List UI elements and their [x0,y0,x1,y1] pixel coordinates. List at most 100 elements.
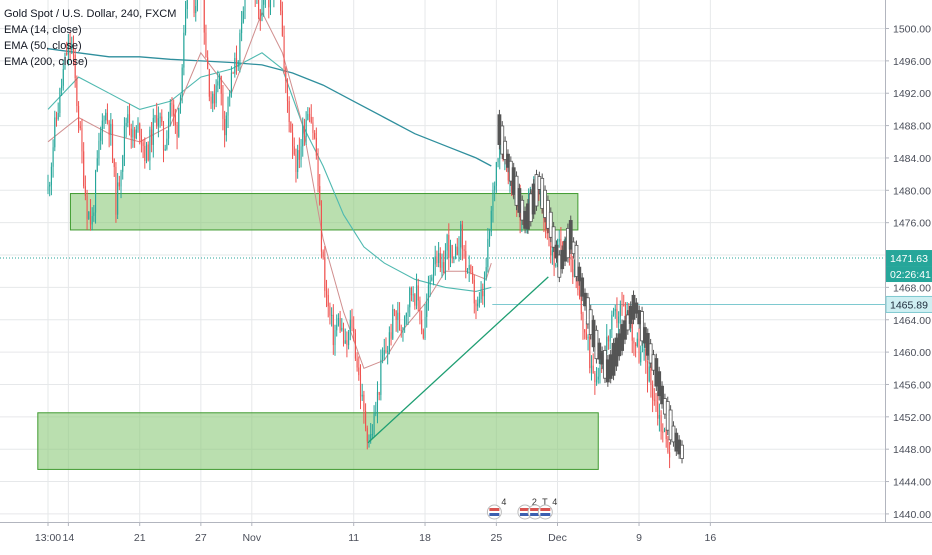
price-tick-label: 1440.00 [893,509,931,521]
candle [49,181,51,197]
candle [415,273,418,310]
support-resistance-zones [37,193,599,470]
candle-body [159,116,161,119]
candle [410,286,412,302]
candle-body [359,375,362,397]
candle [79,121,81,131]
candle [376,381,379,424]
ascending-trendline[interactable] [367,276,549,444]
candle-body [618,316,620,324]
candle-body [663,428,666,432]
candle [331,307,333,327]
candle-body [375,412,377,414]
candle [256,0,258,4]
projection-bar [500,121,505,159]
candle-body [455,246,457,259]
trendline-layer[interactable] [367,276,549,444]
candle [176,121,178,150]
candle-body [426,302,428,317]
candle [351,308,353,332]
candle [388,326,390,355]
candle [229,90,231,107]
candle-body [422,330,424,339]
candle [237,60,239,71]
candle [551,246,553,265]
price-tick-label: 1456.00 [893,379,931,391]
candle-body [640,352,642,363]
candle-body [412,294,414,296]
time-tick-label: 9 [636,532,642,544]
candle [242,6,244,24]
candle-body [358,367,360,376]
candle-body [636,338,638,347]
candle [477,296,479,312]
candle-body [635,343,637,347]
candle-body [453,258,455,260]
candle [399,302,401,331]
candle-body [363,394,365,412]
candle-body [147,144,149,161]
candle [61,78,63,96]
candle-body [241,22,243,34]
candle-body [64,53,66,70]
candle-body [631,322,633,341]
candle [382,347,384,364]
candle [303,118,305,146]
candle-body [494,185,496,191]
time-tick-label: Dec [548,532,567,544]
candle [273,0,275,8]
candle [234,52,236,78]
candle [324,246,326,298]
candle-body [57,113,59,120]
candle-body [259,9,261,21]
candle [366,425,368,450]
candle [269,0,272,16]
candle [405,312,407,325]
candle [218,73,221,89]
candle [139,122,141,145]
candle [71,36,73,55]
time-tick-label: 16 [705,532,717,544]
candle-body [181,67,183,98]
candle [353,316,355,342]
candle [349,310,351,341]
candle [159,112,161,128]
candle [427,275,429,311]
candle-body [312,122,314,133]
candle-body [222,93,224,119]
candle [285,66,287,94]
candle-body [395,310,397,320]
candle-body [183,32,185,68]
event-count-label: T [542,497,548,507]
candle-body [115,167,117,215]
candle [293,137,295,156]
candle-body [633,340,635,344]
candle [456,238,458,256]
candle-body [354,333,356,359]
candle-body [205,32,207,58]
candle [438,242,440,268]
candle [69,32,71,61]
candle [465,240,467,279]
candle-body [55,117,58,120]
candle [325,279,328,308]
candle [392,304,394,340]
candle [125,117,127,138]
candle-body [229,93,231,97]
candle [215,79,217,108]
candle [222,84,224,131]
candle-body [434,256,436,265]
candle-body [230,72,232,94]
candle [320,200,322,259]
candle-body [105,112,107,121]
candle [472,266,474,284]
candle [612,307,615,317]
candle [348,329,350,350]
candle-body [373,413,375,435]
candle-body [611,314,613,330]
projection-body [551,226,556,248]
candle-body [466,269,469,271]
candle [621,292,623,316]
